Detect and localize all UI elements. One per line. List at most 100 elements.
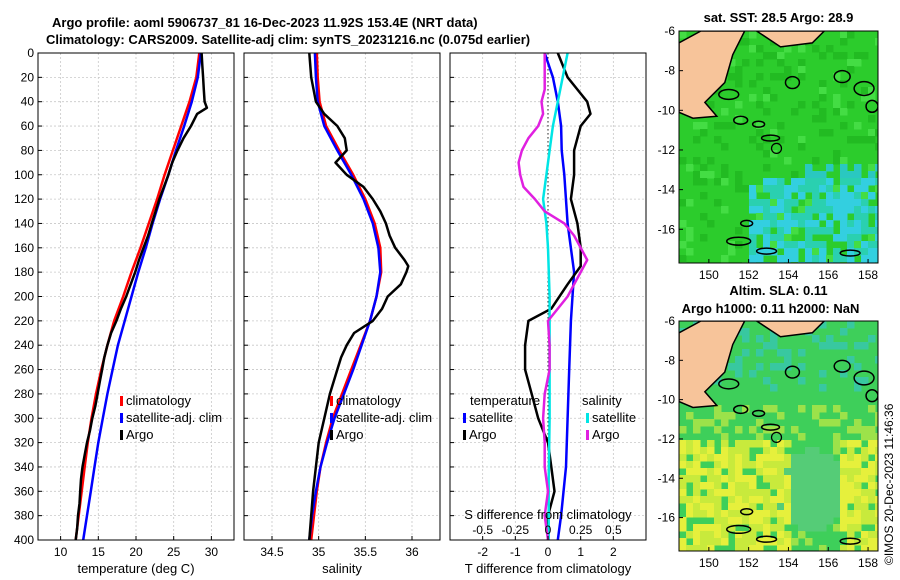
temp-ytick-label: 40 [21, 95, 35, 109]
sst_map-island-2 [751, 120, 766, 128]
temp-ytick-label: 260 [14, 363, 34, 377]
sst_map-landmass [679, 31, 746, 120]
diff-legend-title-salinity: salinity [582, 393, 622, 408]
sst_map: sat. SST: 28.5 Argo: 28.9 150 152 154 156 158… [658, 10, 879, 282]
sla_map-ytick-label: -12 [658, 432, 676, 446]
sst_map-xtick-label: 158 [858, 268, 878, 282]
sal-xtick-label: 35.5 [354, 545, 378, 559]
diff-legend-t-sat-label: satellite [469, 410, 513, 425]
temp-xtick-label: 25 [167, 545, 181, 559]
diff-xlabel: T difference from climatology [465, 561, 632, 576]
sla_map-ytick-label: -10 [658, 393, 676, 407]
sal-xlabel: salinity [322, 561, 362, 576]
temp-ytick-label: 160 [14, 241, 34, 255]
diff-legend-s-argo-label: Argo [592, 427, 619, 442]
temp-ytick-label: 400 [14, 533, 34, 547]
sla_map-subtitle: Argo h1000: 0.11 h2000: NaN [682, 301, 860, 316]
sal-panel: 34.5 35 35.5 36 salinity climatology satellite… [243, 52, 441, 576]
diff-legend-s-argo-swatch [586, 430, 589, 440]
diff-legend-t-argo-label: Argo [469, 427, 496, 442]
temp-ytick-label: 240 [14, 338, 34, 352]
sla_map-island-north [755, 321, 826, 338]
temp-ytick-label: 120 [14, 192, 34, 206]
diff-xtick-label: 1 [577, 545, 584, 559]
temp-ytick-label: 280 [14, 387, 34, 401]
copyright-label: ©IMOS 20-Dec-2023 11:46:36 [882, 403, 896, 565]
sst_map-frame [678, 30, 879, 264]
sal-series-argo [308, 52, 410, 541]
diff-top-tick-label: 0.5 [605, 523, 622, 537]
sst_map-island-7 [865, 99, 878, 114]
sla_map-island-8 [726, 524, 752, 535]
figure-title-line1: Argo profile: aoml 5906737_81 16-Dec-202… [52, 15, 478, 30]
temp-xtick-label: 30 [205, 545, 219, 559]
sla_map-ytick-label: -6 [664, 314, 675, 328]
sst_map-island-6 [853, 80, 875, 97]
sal-legend-0-swatch [330, 396, 333, 406]
sal-legend-1-label: satellite-adj. clim [336, 410, 432, 425]
sst_map-island-north [755, 31, 826, 48]
sla_map-field [679, 321, 878, 551]
sla_map-xtick-label: 154 [778, 556, 798, 570]
temp-legend-0-label: climatology [126, 393, 192, 408]
sst_map-xtick-label: 156 [818, 268, 838, 282]
temp-legend-1-label: satellite-adj. clim [126, 410, 222, 425]
temp-ytick-label: 320 [14, 436, 34, 450]
sst_map-ytick-label: -8 [664, 64, 675, 78]
sal-xtick-label: 36 [405, 545, 419, 559]
sla_map-island-5 [833, 359, 851, 373]
temp-legend-1-swatch [120, 413, 123, 423]
diff-xtick-label: -2 [477, 545, 488, 559]
diff-legend-s-sat-swatch [586, 413, 589, 423]
sla_map-island-3 [760, 423, 781, 431]
diff-xtick-label: 0 [545, 545, 552, 559]
sla_map-island-0 [718, 378, 740, 390]
temp-ytick-label: 380 [14, 509, 34, 523]
figure-title-line2: Climatology: CARS2009. Satellite-adj cli… [46, 32, 531, 47]
sal-legend-2-swatch [330, 430, 333, 440]
sla_map-ytick-label: -16 [658, 511, 676, 525]
sst_map-xtick-label: 150 [699, 268, 719, 282]
sst_map-island-1 [732, 115, 749, 125]
temp-ytick-label: 180 [14, 265, 34, 279]
diff-top-axis-label: S difference from climatology [464, 507, 632, 522]
diff-xtick-label: 2 [610, 545, 617, 559]
sst_map-xtick-label: 154 [778, 268, 798, 282]
diff-top-tick-label: -0.5 [472, 523, 493, 537]
temp-legend-2-swatch [120, 430, 123, 440]
diff-top-tick-label: 0.25 [569, 523, 593, 537]
sla_map-profile-marker [770, 431, 783, 443]
sst_map-island-4 [784, 75, 801, 90]
sla_map-title: Altim. SLA: 0.11 [729, 283, 827, 298]
sst_map-ytick-label: -12 [658, 143, 676, 157]
temp-xtick-label: 15 [92, 545, 106, 559]
diff-panel: -2 -1 0 1 2 T difference from climatology S di… [449, 52, 647, 576]
sla_map-island-10 [755, 535, 778, 543]
temp-panel: 10 15 20 25 30 temperature (deg C) 0 20 40 60 80 10… [14, 46, 235, 576]
temp-ytick-label: 360 [14, 484, 34, 498]
sla_map-island-4 [784, 365, 801, 379]
sla_map: Altim. SLA: 0.11 Argo h1000: 0.11 h2000: … [658, 283, 879, 570]
diff-legend-s-sat-label: satellite [592, 410, 636, 425]
temp-ytick-label: 80 [21, 143, 35, 157]
sal-legend-0-label: climatology [336, 393, 402, 408]
diff-top-tick-label: 0 [545, 523, 552, 537]
sal-series-satellite-adj-clim [308, 52, 382, 541]
sst_map-island-8 [726, 236, 752, 246]
sal-legend-2-label: Argo [336, 427, 363, 442]
temp-ytick-label: 220 [14, 314, 34, 328]
sla_map-xtick-label: 156 [818, 556, 838, 570]
diff-top-tick-label: -0.25 [502, 523, 530, 537]
sla_map-xtick-label: 152 [739, 556, 759, 570]
sal-xtick-label: 35 [312, 545, 326, 559]
temp-series-climatology [74, 52, 201, 541]
sst_map-ytick-label: -14 [658, 183, 676, 197]
sst_map-island-10 [755, 247, 778, 255]
temp-ytick-label: 20 [21, 70, 35, 84]
diff-xtick-label: -1 [510, 545, 521, 559]
temp-xlabel: temperature (deg C) [77, 561, 194, 576]
sst_map-island-3 [760, 134, 781, 142]
temp-series-satellite-adj-clim [81, 52, 203, 541]
sla_map-island-1 [732, 404, 749, 415]
temp-xtick-label: 20 [129, 545, 143, 559]
